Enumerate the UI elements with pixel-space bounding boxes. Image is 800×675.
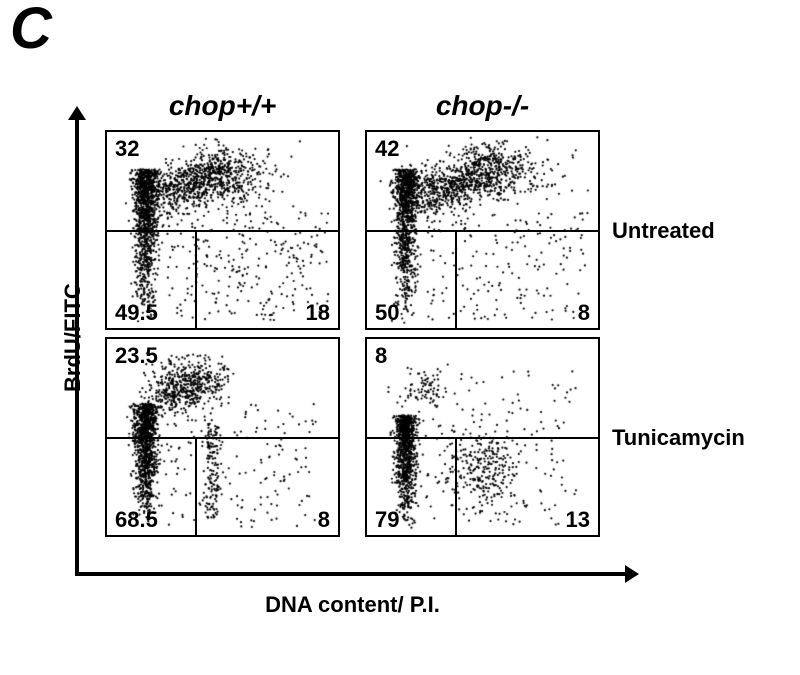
col-label-wt: chop+/+ — [105, 90, 340, 122]
quadrant-line-v — [455, 230, 457, 328]
gate-lower-right: 8 — [578, 300, 590, 326]
plot-ko-untreated: 42 50 8 — [365, 130, 600, 330]
plot-wt-tunicamycin: 23.5 68.5 8 — [105, 337, 340, 537]
gate-lower-right: 13 — [566, 507, 590, 533]
gate-upper-left: 42 — [375, 136, 399, 162]
x-axis-arrow — [75, 572, 625, 576]
col-label-ko: chop-/- — [365, 90, 600, 122]
row-label-untreated: Untreated — [612, 218, 715, 244]
row-label-tunicamycin: Tunicamycin — [612, 425, 745, 451]
quadrant-line-h — [107, 437, 338, 439]
quadrant-line-v — [455, 437, 457, 535]
panel-letter: C — [10, 0, 52, 62]
gate-upper-left: 8 — [375, 343, 387, 369]
quadrant-line-v — [195, 230, 197, 328]
quadrant-line-h — [367, 437, 598, 439]
gate-upper-left: 32 — [115, 136, 139, 162]
quadrant-line-h — [107, 230, 338, 232]
gate-lower-left: 49.5 — [115, 300, 158, 326]
plot-ko-tunicamycin: 8 79 13 — [365, 337, 600, 537]
gate-lower-left: 50 — [375, 300, 399, 326]
gate-lower-left: 79 — [375, 507, 399, 533]
gate-upper-left: 23.5 — [115, 343, 158, 369]
y-axis-arrow — [75, 120, 79, 575]
x-axis-label: DNA content/ P.I. — [105, 592, 600, 618]
gate-lower-right: 18 — [306, 300, 330, 326]
plot-wt-untreated: 32 49.5 18 — [105, 130, 340, 330]
scatter-canvas — [369, 134, 600, 330]
quadrant-line-h — [367, 230, 598, 232]
y-axis-label: BrdU/FITC — [60, 283, 86, 392]
quadrant-line-v — [195, 437, 197, 535]
gate-lower-right: 8 — [318, 507, 330, 533]
gate-lower-left: 68.5 — [115, 507, 158, 533]
